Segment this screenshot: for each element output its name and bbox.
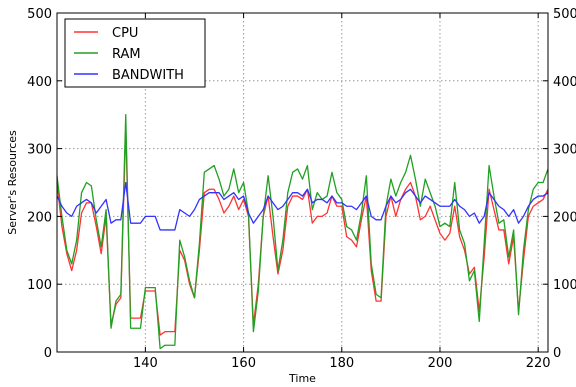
x-tick-label: 160	[231, 356, 256, 371]
x-tick-label: 220	[526, 356, 551, 371]
y-tick-label-right: 200	[553, 210, 576, 225]
series-lines	[56, 114, 549, 350]
legend-label-cpu: CPU	[112, 26, 138, 41]
y-tick-label-left: 0	[44, 346, 52, 361]
y-axis-label: Server's Resources	[6, 130, 19, 235]
x-tick-label: 140	[133, 356, 158, 371]
y-tick-label-left: 400	[27, 75, 52, 90]
series-line-ram	[56, 114, 549, 350]
plot-frame	[56, 12, 549, 353]
legend-label-bandwith: BANDWITH	[112, 68, 184, 83]
y-tick-label-right: 0	[553, 346, 561, 361]
x-tick-label: 200	[428, 356, 453, 371]
y-tick-label-right: 500	[553, 7, 576, 22]
y-tick-label-right: 300	[553, 143, 576, 158]
series-line-bandwith	[56, 181, 549, 231]
y-tick-label-left: 300	[27, 143, 52, 158]
x-axis-label: Time	[288, 372, 316, 385]
legend-label-ram: RAM	[112, 47, 141, 62]
y-tick-label-left: 500	[27, 7, 52, 22]
y-tick-label-right: 100	[553, 278, 576, 293]
y-tick-label-left: 100	[27, 278, 52, 293]
x-tick-label: 180	[329, 356, 354, 371]
y-tick-label-left: 200	[27, 210, 52, 225]
y-tick-label-right: 400	[553, 75, 576, 90]
legend: CPU RAM BANDWITH	[64, 18, 206, 88]
